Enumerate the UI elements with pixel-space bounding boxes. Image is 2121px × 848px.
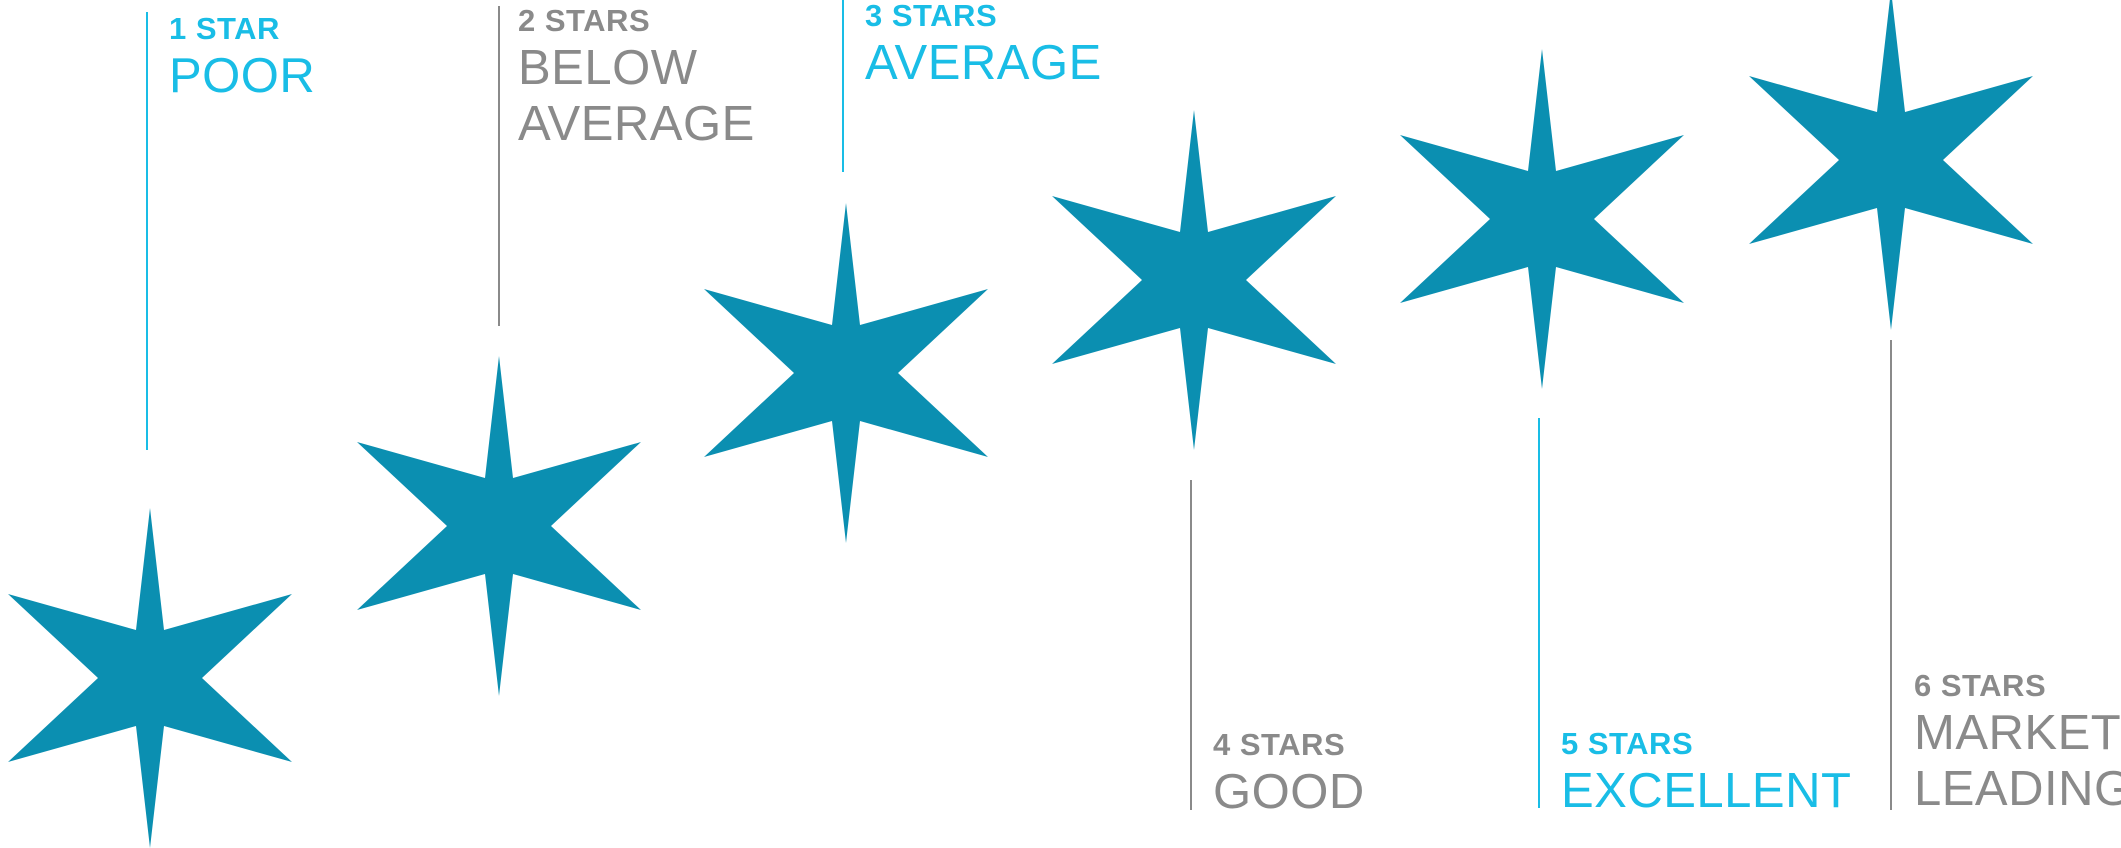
rating-5-connector-line [1538,418,1540,808]
rating-1-title-line-1: POOR [169,49,316,103]
rating-4-count: 4 STARS [1213,727,1346,762]
rating-3-label: 3 STARS AVERAGE [865,0,1102,91]
rating-2-count: 2 STARS [518,3,651,38]
rating-4-connector-line [1190,480,1192,810]
rating-1-label: 1 STAR POOR [169,10,315,104]
rating-6-connector-line [1890,340,1892,810]
rating-6-title-line-1: MARKET [1914,706,2121,760]
rating-5-count: 5 STARS [1561,726,1694,761]
rating-5-title-line-1: EXCELLENT [1561,764,1852,818]
rating-star-2-icon [357,356,641,696]
rating-3-count: 3 STARS [865,0,998,33]
rating-star-3-icon [704,203,988,543]
rating-6-title-line-2: LEADING [1914,762,2121,816]
rating-star-1-icon [8,508,292,848]
rating-2-label: 2 STARS BELOW AVERAGE [518,2,755,152]
rating-1-connector-line [146,12,148,450]
rating-3-connector-line [842,0,844,172]
rating-star-6-icon [1749,0,2033,330]
rating-star-5-icon [1400,49,1684,389]
rating-star-4-icon [1052,110,1336,450]
rating-6-count: 6 STARS [1914,668,2047,703]
rating-5-label: 5 STARS EXCELLENT [1561,725,1851,819]
rating-2-connector-line [498,6,500,326]
rating-4-title-line-1: GOOD [1213,765,1365,819]
rating-2-title-line-1: BELOW [518,41,698,95]
rating-1-count: 1 STAR [169,11,280,46]
rating-2-title-line-2: AVERAGE [518,97,755,151]
rating-3-title-line-1: AVERAGE [865,36,1102,90]
rating-4-label: 4 STARS GOOD [1213,726,1365,820]
rating-6-label: 6 STARS MARKET LEADING [1914,667,2121,817]
